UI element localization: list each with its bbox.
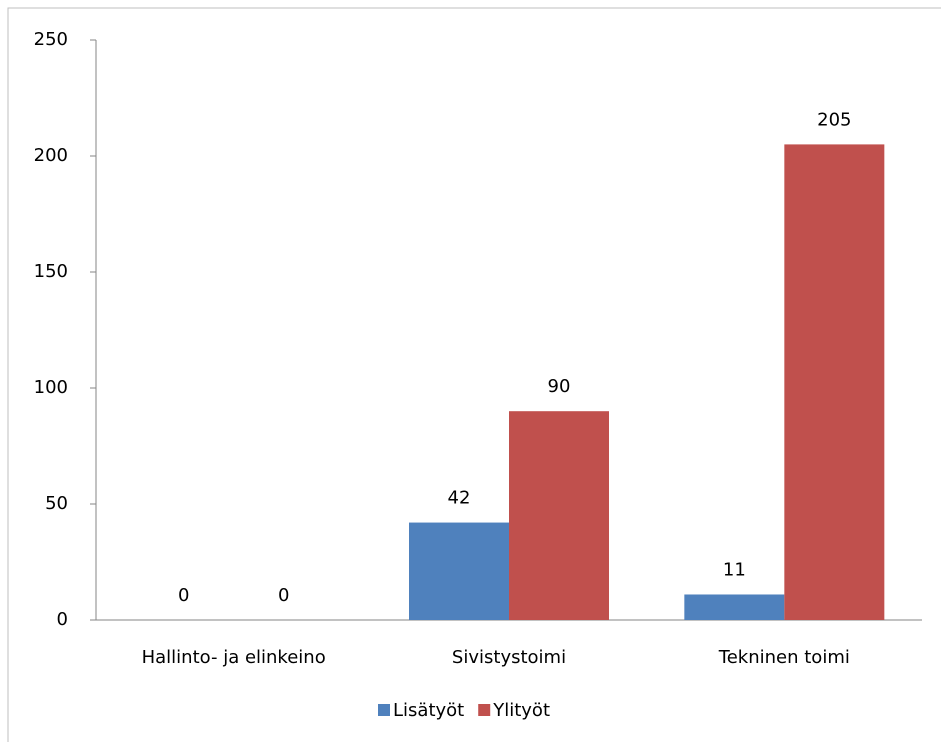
legend-swatch <box>478 704 491 716</box>
bar <box>409 522 509 620</box>
data-label: 0 <box>278 585 289 606</box>
y-tick-label: 200 <box>34 145 68 166</box>
data-label: 205 <box>817 109 851 130</box>
y-tick-label: 250 <box>34 29 68 50</box>
chart-border <box>7 7 941 742</box>
legend-label: Lisätyöt <box>393 700 464 721</box>
bar <box>684 594 785 620</box>
data-label: 42 <box>448 488 471 509</box>
y-tick-label: 150 <box>34 261 68 282</box>
data-label: 90 <box>548 376 571 397</box>
y-tick-label: 0 <box>57 609 68 630</box>
bar <box>784 144 885 620</box>
data-label: 11 <box>723 559 746 580</box>
legend-label: Ylityöt <box>492 700 550 721</box>
bar <box>509 411 609 620</box>
data-label: 0 <box>178 585 189 606</box>
x-tick-label: Hallinto- ja elinkeino <box>142 647 326 668</box>
x-tick-label: Sivistystoimi <box>452 647 566 668</box>
x-tick-label: Tekninen toimi <box>718 647 850 668</box>
y-tick-label: 50 <box>45 493 68 514</box>
y-tick-label: 100 <box>34 377 68 398</box>
legend-swatch <box>378 704 390 716</box>
